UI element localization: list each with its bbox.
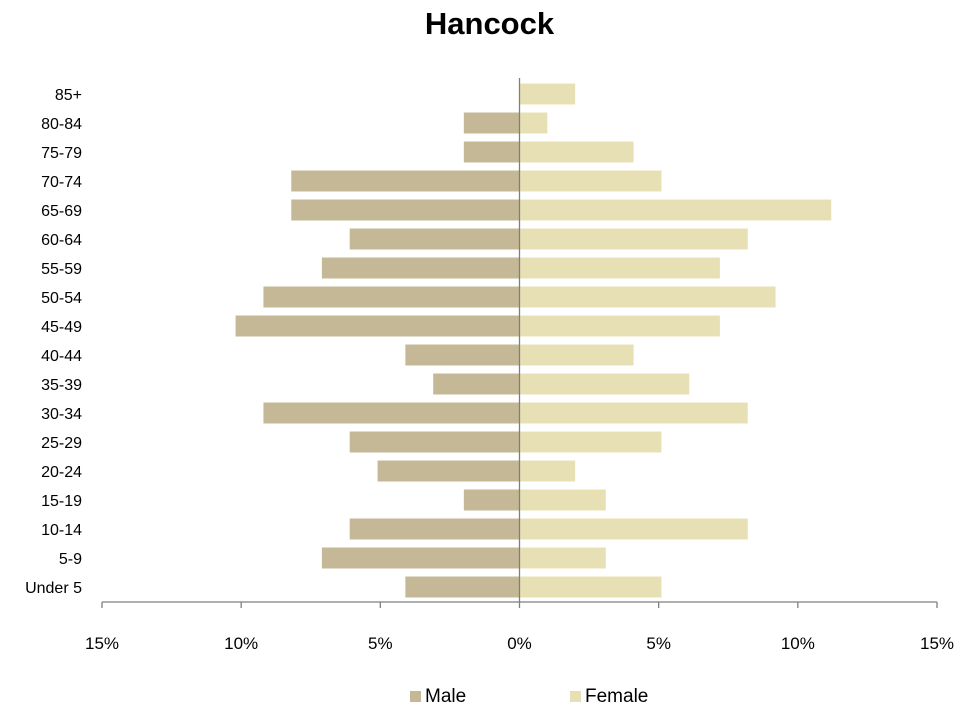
category-label: 35-39 — [41, 377, 82, 394]
bar-male-15-19 — [463, 489, 520, 511]
bar-male-60-64 — [349, 228, 520, 250]
bar-male-70-74 — [291, 170, 520, 192]
bar-male-10-14 — [349, 518, 520, 540]
x-tick-label: 0% — [507, 634, 532, 653]
bar-female-35-39 — [519, 373, 690, 395]
bar-female-60-64 — [519, 228, 748, 250]
bar-female-65-69 — [519, 199, 832, 221]
x-tick-label: 10% — [781, 634, 815, 653]
bar-male-80-84 — [463, 112, 520, 134]
bar-female-85+ — [519, 83, 576, 105]
bar-female-under-5 — [519, 576, 662, 598]
bar-female-5-9 — [519, 547, 606, 569]
bar-female-45-49 — [519, 315, 720, 337]
x-tick-label: 10% — [224, 634, 258, 653]
x-tick-label: 15% — [85, 634, 119, 653]
category-label: 30-34 — [41, 406, 82, 423]
bar-female-80-84 — [519, 112, 548, 134]
category-label: 10-14 — [41, 522, 82, 539]
category-label: 45-49 — [41, 319, 82, 336]
bar-male-65-69 — [291, 199, 520, 221]
bar-female-75-79 — [519, 141, 634, 163]
bar-male-5-9 — [321, 547, 520, 569]
axes-group — [101, 78, 938, 608]
bar-male-20-24 — [377, 460, 520, 482]
x-tick-label: 5% — [368, 634, 393, 653]
x-tick-label: 15% — [920, 634, 954, 653]
bar-male-35-39 — [433, 373, 520, 395]
category-label: 80-84 — [41, 116, 82, 133]
bar-female-15-19 — [519, 489, 606, 511]
category-label: 20-24 — [41, 464, 82, 481]
legend: Male Female — [410, 686, 648, 707]
category-label: Under 5 — [25, 580, 82, 597]
legend-swatch-female — [570, 691, 581, 702]
legend-label-female: Female — [585, 686, 648, 707]
category-label: 50-54 — [41, 290, 82, 307]
category-label: 15-19 — [41, 493, 82, 510]
legend-swatch-male — [410, 691, 421, 702]
category-labels: Under 5 5-9 10-14 15-19 20-24 25-29 30-34 35-39… — [25, 87, 82, 597]
bar-female-30-34 — [519, 402, 748, 424]
bar-female-20-24 — [519, 460, 576, 482]
bar-male-25-29 — [349, 431, 520, 453]
tick-labels: 15% 10% 5% 0% 5% 10% 15% — [85, 634, 954, 653]
legend-label-male: Male — [425, 686, 466, 707]
bar-male-50-54 — [263, 286, 520, 308]
bar-female-70-74 — [519, 170, 662, 192]
bar-male-under-5 — [405, 576, 520, 598]
bar-male-55-59 — [321, 257, 520, 279]
category-label: 5-9 — [59, 551, 82, 568]
bar-female-40-44 — [519, 344, 634, 366]
bar-female-25-29 — [519, 431, 662, 453]
bar-female-55-59 — [519, 257, 720, 279]
category-label: 60-64 — [41, 232, 82, 249]
bar-female-10-14 — [519, 518, 748, 540]
bars-group — [235, 83, 832, 598]
category-label: 40-44 — [41, 348, 82, 365]
bar-male-30-34 — [263, 402, 520, 424]
bar-male-45-49 — [235, 315, 520, 337]
chart-title: Hancock — [424, 6, 555, 41]
category-label: 25-29 — [41, 435, 82, 452]
category-label: 85+ — [55, 87, 82, 104]
bar-female-50-54 — [519, 286, 776, 308]
category-label: 65-69 — [41, 203, 82, 220]
x-tick-label: 5% — [646, 634, 671, 653]
bar-male-40-44 — [405, 344, 520, 366]
bar-male-75-79 — [463, 141, 520, 163]
category-label: 75-79 — [41, 145, 82, 162]
category-label: 55-59 — [41, 261, 82, 278]
category-label: 70-74 — [41, 174, 82, 191]
